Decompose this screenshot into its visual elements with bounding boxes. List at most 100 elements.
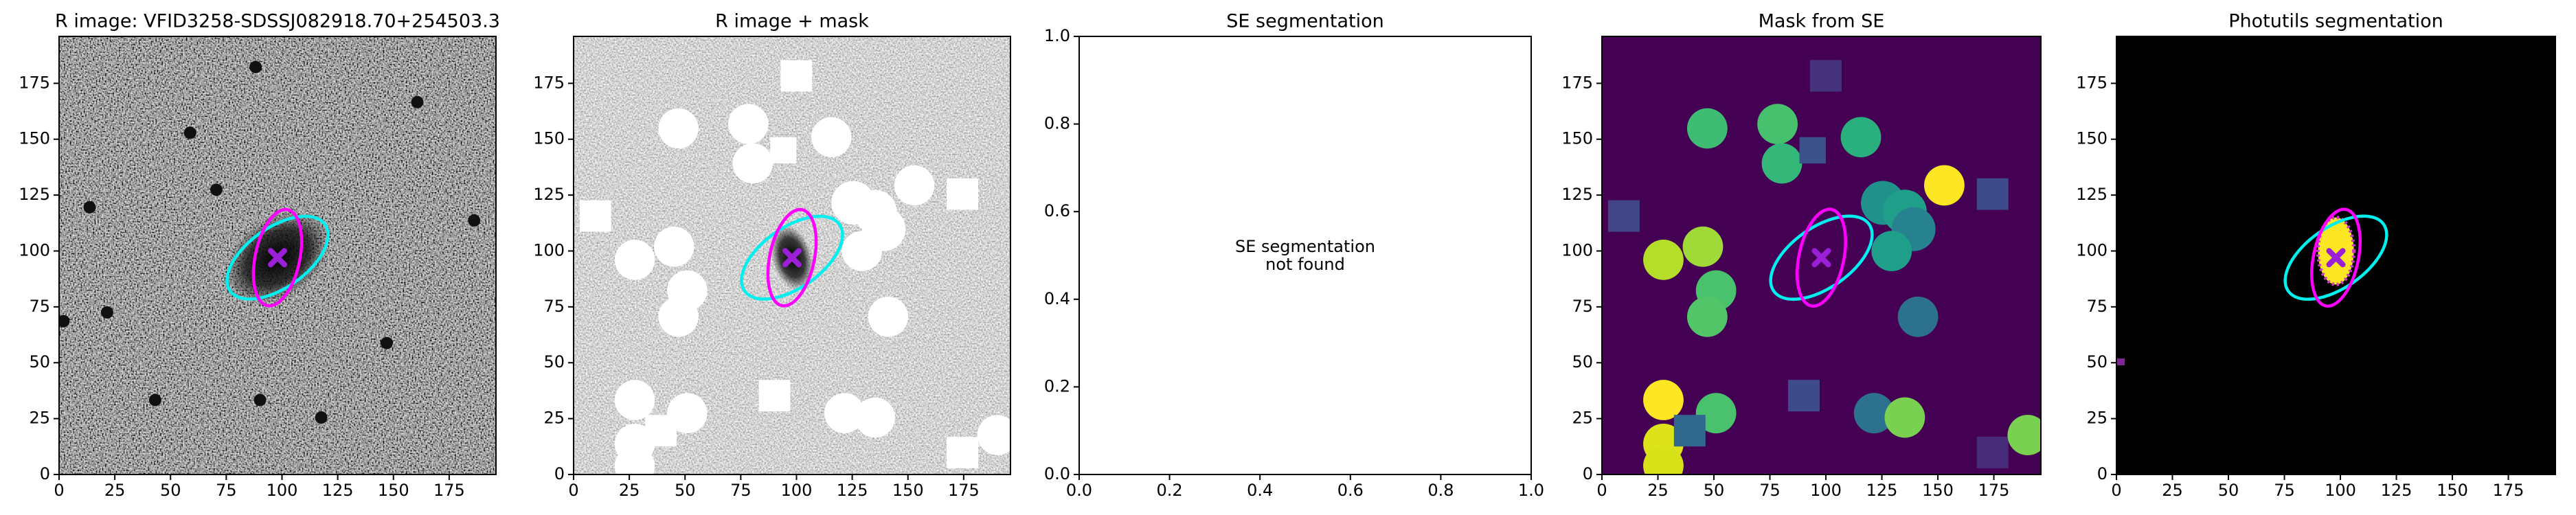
panel-title: Mask from SE — [1759, 11, 1885, 32]
x-tick-label: 100 — [1810, 481, 1842, 500]
x-tick-label: 0.0 — [1066, 481, 1092, 500]
segment — [1976, 178, 2009, 210]
x-tick-label: 0.2 — [1157, 481, 1183, 500]
y-tick-label: 50 — [29, 352, 50, 371]
x-tick-label: 50 — [1704, 481, 1725, 500]
x-tick-label: 175 — [433, 481, 465, 500]
aperture-ellipse — [1769, 214, 1874, 301]
x-tick-label: 75 — [216, 481, 237, 500]
x-tick-label: 175 — [948, 481, 980, 500]
panel: Mask from SE 0 25 50 75 100 125 150 175 0 25 50 75 10… — [1561, 11, 2042, 500]
x-tick-label: 100 — [781, 481, 813, 500]
x-tick-label: 150 — [1922, 481, 1954, 500]
mask-region — [811, 117, 852, 157]
mask-region — [855, 397, 896, 438]
x-tick-label: 50 — [2218, 481, 2239, 500]
aperture-ellipse — [251, 207, 304, 308]
aperture-ellipse — [766, 207, 818, 308]
y-tick-label: 125 — [533, 185, 565, 204]
x-tick-label: 100 — [267, 481, 298, 500]
segment — [1787, 380, 1820, 412]
segment — [2007, 415, 2041, 455]
segment — [1799, 137, 1826, 164]
y-tick-label: 175 — [19, 73, 50, 92]
image-area — [1602, 36, 2041, 474]
x-tick-label: 150 — [892, 481, 924, 500]
star — [183, 126, 196, 139]
x-tick-label: 25 — [104, 481, 126, 500]
x-tick-label: 0.6 — [1337, 481, 1364, 500]
x-tick-label: 0 — [568, 481, 578, 500]
x-tick-label: 25 — [619, 481, 640, 500]
y-tick-label: 25 — [1572, 409, 1593, 428]
star — [148, 393, 161, 407]
y-tick-label: 0.6 — [1044, 201, 1070, 220]
center-marker — [782, 248, 802, 268]
mask-region — [947, 437, 978, 468]
y-tick-label: 0.2 — [1044, 376, 1070, 396]
mask-region — [658, 108, 699, 149]
panel: R image: VFID3258-SDSSJ082918.70+254503.… — [19, 11, 500, 501]
image-area — [574, 36, 1010, 474]
star — [411, 95, 424, 108]
panel: R image + mask 0 25 50 75 100 125 150 175 0 25 50 75… — [533, 11, 1011, 500]
y-tick-label: 0.8 — [1044, 114, 1070, 133]
axes-frame — [1078, 36, 1532, 475]
y-tick-label: 150 — [19, 129, 50, 148]
star — [210, 183, 223, 196]
x-tick-label: 125 — [1866, 481, 1898, 500]
x-tick-label: 75 — [2274, 481, 2295, 500]
segment — [1871, 231, 1912, 272]
y-tick-label: 100 — [1561, 240, 1593, 260]
y-tick-label: 0 — [2097, 464, 2108, 483]
segment — [1643, 239, 1684, 280]
y-tick-label: 0 — [40, 464, 50, 483]
mask-region — [758, 380, 791, 412]
star — [83, 201, 96, 214]
y-tick-label: 100 — [2076, 240, 2108, 260]
x-tick-label: 0 — [2111, 481, 2121, 500]
segment — [2116, 358, 2125, 365]
y-tick-label: 150 — [533, 129, 565, 148]
star — [381, 336, 393, 350]
y-tick-label: 0 — [554, 464, 565, 483]
y-tick-label: 50 — [2086, 352, 2108, 371]
mask-region — [977, 415, 1010, 455]
segment — [1643, 445, 1684, 474]
mask-region — [658, 297, 699, 337]
x-tick-label: 25 — [1647, 481, 1669, 500]
mask-region — [894, 165, 935, 206]
y-tick-label: 0.4 — [1044, 289, 1070, 308]
x-tick-label: 125 — [322, 481, 354, 500]
y-tick-label: 25 — [543, 409, 565, 428]
mask-region — [667, 393, 708, 433]
axes-frame — [2116, 36, 2556, 475]
y-tick-label: 50 — [543, 352, 565, 371]
x-tick-label: 0 — [1596, 481, 1607, 500]
star — [315, 411, 328, 424]
star — [100, 306, 113, 319]
aperture-ellipse — [225, 214, 330, 301]
star — [468, 214, 481, 227]
segment — [1757, 104, 1798, 144]
image-area — [2116, 36, 2555, 474]
y-tick-label: 1.0 — [1044, 26, 1070, 45]
star — [253, 393, 267, 407]
segment — [1682, 226, 1724, 267]
panel-title: SE segmentation — [1226, 11, 1383, 32]
aperture-ellipse — [1796, 207, 1847, 308]
panel: Photutils segmentation 0 25 50 75 100 125 150 17… — [2076, 11, 2556, 500]
y-tick-label: 50 — [1572, 352, 1593, 371]
segment — [1809, 60, 1842, 92]
panel-title: R image: VFID3258-SDSSJ082918.70+254503.… — [55, 11, 500, 32]
x-tick-label: 25 — [2162, 481, 2183, 500]
axes-frame — [58, 36, 497, 475]
y-tick-label: 75 — [2086, 297, 2108, 316]
y-tick-label: 150 — [2076, 129, 2108, 148]
y-tick-label: 25 — [2086, 409, 2108, 428]
star — [249, 60, 262, 73]
x-tick-label: 175 — [1978, 481, 2010, 500]
segment — [1607, 200, 1640, 232]
